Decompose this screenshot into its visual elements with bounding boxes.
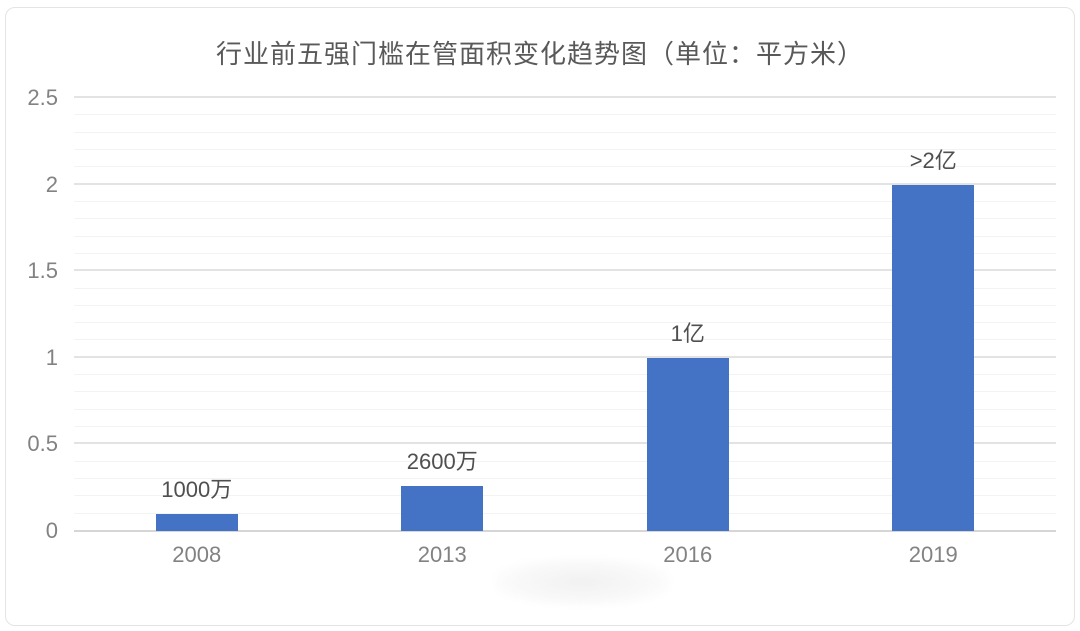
gridline-minor (74, 287, 1056, 289)
bar-2016 (646, 358, 729, 531)
y-axis-tick-label: 2 (45, 171, 58, 197)
bar-2008 (155, 514, 238, 531)
x-axis-category-label-2016: 2016 (663, 542, 713, 567)
plot-area: 0 0.5 1 1.5 2 2.5 1000万 2008 2600万 2013 1亿 2016 >2亿 2… (27, 85, 1056, 567)
x-axis-category-label-2013: 2013 (417, 542, 467, 567)
chart-title: 行业前五强门槛在管面积变化趋势图（单位：平方米） (215, 39, 864, 69)
gridline-minor (74, 131, 1056, 133)
gridline-major (74, 182, 1056, 185)
gridline-major (74, 269, 1056, 272)
gridline-minor (74, 148, 1056, 150)
gridline-minor (74, 408, 1056, 410)
x-axis-category-label-2008: 2008 (172, 542, 222, 567)
gridline-minor (74, 322, 1056, 324)
gridline-minor (74, 339, 1056, 341)
x-axis-line (74, 530, 1056, 532)
x-axis-category-label-2019: 2019 (908, 542, 958, 567)
gridline-minor (74, 200, 1056, 202)
gridline-major (74, 442, 1056, 445)
gridline-minor (74, 252, 1056, 254)
gridline-minor (74, 460, 1056, 462)
y-axis-tick-label: 1.5 (27, 258, 58, 284)
gridline-minor (74, 512, 1056, 514)
gridline-minor (74, 374, 1056, 376)
chart-frame: 行业前五强门槛在管面积变化趋势图（单位：平方米） 0 0.5 1 1.5 2 2.5 100… (5, 7, 1075, 626)
y-axis-tick-label: 0 (45, 518, 58, 543)
gridline-minor (74, 391, 1056, 393)
gridline-minor (74, 114, 1056, 116)
y-axis-tick-label: 1 (45, 344, 58, 370)
y-axis-tick-label: 0.5 (27, 431, 58, 457)
data-label-2016: 1亿 (670, 321, 705, 346)
data-label-2019: >2亿 (909, 148, 957, 173)
gridline-minor (74, 166, 1056, 168)
gridline-minor (74, 426, 1056, 428)
gridline-minor (74, 495, 1056, 497)
data-label-2013: 2600万 (406, 449, 478, 474)
gridline-minor (74, 218, 1056, 220)
bar-2019 (892, 185, 975, 531)
bar-2013 (401, 486, 484, 531)
gridline-minor (74, 478, 1056, 480)
gridline-major (74, 355, 1056, 358)
data-label-2008: 1000万 (161, 477, 233, 502)
gridline-minor (74, 235, 1056, 237)
y-axis-tick-label: 2.5 (27, 85, 58, 110)
gridline-minor (74, 304, 1056, 306)
gridline-major (74, 96, 1056, 98)
